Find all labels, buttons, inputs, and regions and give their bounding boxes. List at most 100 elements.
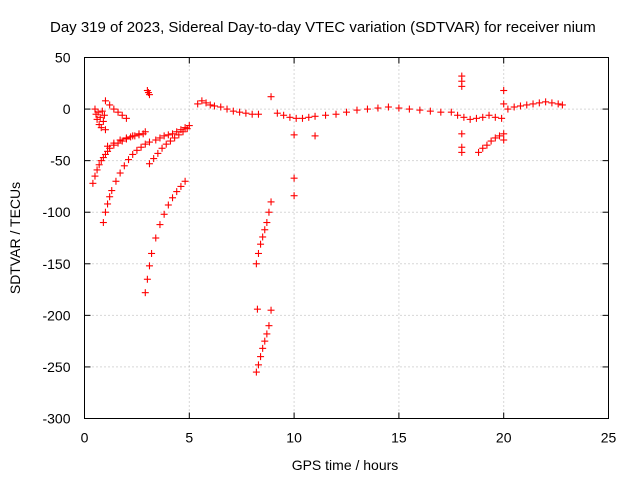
data-point bbox=[280, 111, 288, 119]
data-point bbox=[150, 155, 158, 163]
data-point bbox=[253, 305, 261, 313]
data-point bbox=[110, 105, 118, 113]
data-point bbox=[458, 130, 466, 138]
data-point bbox=[500, 100, 508, 108]
data-point bbox=[106, 101, 114, 109]
data-point bbox=[169, 130, 177, 138]
data-point bbox=[91, 105, 99, 113]
y-tick-label: -100 bbox=[42, 204, 70, 220]
data-point bbox=[479, 144, 487, 152]
data-point bbox=[496, 132, 504, 140]
x-tick-label: 15 bbox=[391, 430, 407, 446]
data-point bbox=[152, 234, 160, 242]
data-point bbox=[129, 132, 137, 140]
data-point bbox=[261, 337, 269, 345]
data-point bbox=[491, 113, 499, 121]
data-point bbox=[198, 97, 206, 105]
gridlines bbox=[84, 57, 609, 419]
y-tick-label: -300 bbox=[42, 411, 70, 427]
data-point bbox=[242, 109, 250, 117]
data-point bbox=[145, 91, 153, 99]
data-point bbox=[97, 124, 105, 132]
y-tick-label: -250 bbox=[42, 359, 70, 375]
data-point bbox=[101, 208, 109, 216]
data-point bbox=[290, 192, 298, 200]
data-point bbox=[458, 82, 466, 90]
data-point bbox=[322, 111, 330, 119]
plot-frame bbox=[84, 57, 609, 419]
data-point bbox=[148, 249, 156, 257]
data-point bbox=[98, 107, 106, 115]
y-tick-label: -200 bbox=[42, 307, 70, 323]
data-point bbox=[99, 219, 107, 227]
x-tick-label: 5 bbox=[185, 430, 193, 446]
data-point bbox=[426, 107, 434, 115]
data-point bbox=[133, 146, 141, 154]
data-point bbox=[437, 108, 445, 116]
data-point bbox=[447, 108, 455, 116]
data-point bbox=[91, 172, 99, 180]
data-point bbox=[236, 108, 244, 116]
data-point bbox=[263, 330, 271, 338]
data-point bbox=[129, 150, 137, 158]
y-tick-labels: -300 -250 -200 -150 -100 -50 0 50 bbox=[42, 50, 70, 427]
data-point bbox=[162, 140, 170, 148]
data-point bbox=[177, 126, 185, 134]
data-point bbox=[116, 136, 124, 144]
data-point bbox=[141, 289, 149, 297]
data-point bbox=[500, 87, 508, 95]
data-point bbox=[267, 198, 275, 206]
x-tick-label: 25 bbox=[601, 430, 617, 446]
x-tick-label: 10 bbox=[286, 430, 302, 446]
data-point bbox=[500, 136, 508, 144]
data-point bbox=[248, 110, 256, 118]
x-tick-label: 0 bbox=[81, 430, 89, 446]
data-point bbox=[141, 140, 149, 148]
y-tick-label: -50 bbox=[50, 153, 70, 169]
data-point bbox=[554, 100, 562, 108]
data-point bbox=[210, 102, 218, 110]
data-point bbox=[106, 193, 114, 201]
data-point bbox=[122, 114, 130, 122]
data-point bbox=[145, 160, 153, 168]
data-point bbox=[479, 113, 487, 121]
data-point bbox=[217, 103, 225, 111]
data-points bbox=[89, 72, 566, 376]
data-point bbox=[491, 134, 499, 142]
data-point bbox=[542, 98, 550, 106]
data-point bbox=[252, 368, 260, 376]
data-point bbox=[343, 108, 350, 116]
data-point bbox=[116, 169, 124, 177]
data-point bbox=[252, 260, 260, 268]
data-point bbox=[290, 131, 298, 139]
data-point bbox=[529, 100, 537, 108]
data-point bbox=[286, 113, 294, 121]
data-point bbox=[137, 143, 145, 151]
data-point bbox=[273, 109, 281, 117]
data-point bbox=[523, 101, 531, 109]
data-point bbox=[267, 93, 275, 101]
x-axis-label: GPS time / hours bbox=[292, 457, 399, 473]
data-point bbox=[454, 111, 462, 119]
y-tick-label: 50 bbox=[55, 50, 71, 66]
x-tick-label: 20 bbox=[496, 430, 512, 446]
data-point bbox=[95, 161, 103, 169]
data-point bbox=[101, 97, 109, 105]
data-point bbox=[259, 233, 267, 241]
data-point bbox=[114, 108, 122, 116]
data-point bbox=[261, 226, 269, 234]
data-point bbox=[374, 104, 382, 112]
data-point bbox=[89, 179, 97, 187]
data-point bbox=[516, 102, 524, 110]
data-point bbox=[466, 115, 474, 123]
x-tick-labels: 0 5 10 15 20 25 bbox=[81, 430, 617, 446]
data-point bbox=[332, 110, 340, 118]
data-point bbox=[120, 162, 128, 170]
data-point bbox=[166, 137, 174, 145]
data-point bbox=[152, 136, 160, 144]
data-point bbox=[254, 249, 262, 257]
data-point bbox=[292, 114, 300, 122]
data-point bbox=[265, 322, 273, 330]
data-point bbox=[164, 131, 172, 139]
data-point bbox=[405, 105, 413, 113]
